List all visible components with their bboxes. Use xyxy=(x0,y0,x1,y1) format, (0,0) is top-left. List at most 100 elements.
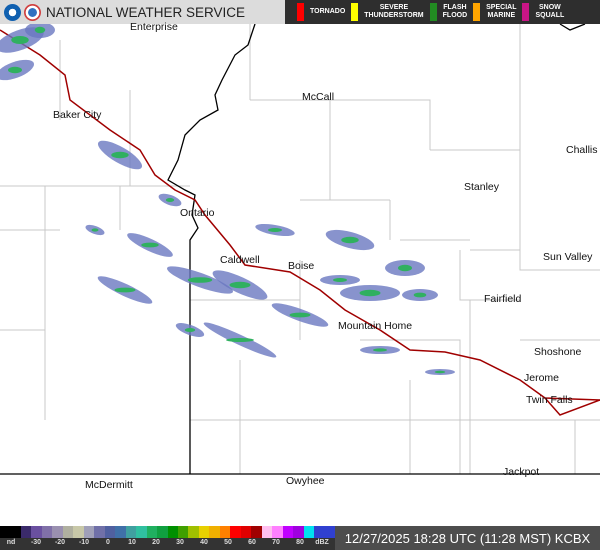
scale-swatch xyxy=(209,526,220,538)
radar-echo-core xyxy=(341,236,359,244)
scale-swatch xyxy=(115,526,126,538)
warning-label: SEVERE THUNDERSTORM xyxy=(364,4,424,19)
scale-label: 80 xyxy=(296,539,304,546)
noaa-logo xyxy=(4,3,21,21)
radar-echo-core xyxy=(114,287,136,293)
city-label: McCall xyxy=(302,91,335,103)
scale-labels: nd -30 -20 -10 0 10 20 30 40 50 60 70 80 dBZ xyxy=(0,538,335,550)
brand: NATIONAL WEATHER SERVICE xyxy=(0,0,285,24)
city-label: Stanley xyxy=(464,181,500,193)
radar-echo-core xyxy=(359,289,381,297)
scale-label: -30 xyxy=(30,539,42,546)
radar-echo-core xyxy=(187,277,213,283)
scale-swatch xyxy=(261,526,273,538)
scale-swatch xyxy=(0,526,11,538)
scale-label: nd xyxy=(6,539,16,546)
scale-swatch xyxy=(73,526,84,538)
warning-legend: TORNADO SEVERE THUNDERSTORM FLASH FLOOD SPE… xyxy=(285,0,600,24)
city-label: Fairfield xyxy=(484,293,522,305)
city-label: Ontario xyxy=(180,207,215,219)
radar-echo-core xyxy=(184,328,196,332)
scale-swatch xyxy=(83,526,95,538)
warning-3: SPECIAL MARINE xyxy=(473,3,516,21)
scale-swatch xyxy=(94,526,105,538)
nws-logo xyxy=(24,3,41,21)
scale-swatch xyxy=(125,526,137,538)
scale-label: 20 xyxy=(152,539,160,546)
warning-swatch xyxy=(429,3,437,21)
scale-label: 40 xyxy=(200,539,208,546)
city-label: Enterprise xyxy=(130,21,178,33)
radar-echo-core xyxy=(333,278,347,282)
scale-swatch xyxy=(177,526,189,538)
color-bar xyxy=(0,526,335,538)
scale-swatch xyxy=(146,526,158,538)
radar-echo-core xyxy=(34,26,46,34)
scale-label: 0 xyxy=(106,539,110,546)
scale-label: 50 xyxy=(224,539,232,546)
warning-4: SNOW SQUALL xyxy=(522,3,564,21)
warning-swatch xyxy=(473,3,481,21)
city-label: Mountain Home xyxy=(338,320,413,332)
scale-swatch xyxy=(251,526,262,538)
city-label: Caldwell xyxy=(220,254,260,266)
scale-label: dBZ xyxy=(315,539,329,546)
scale-label: -20 xyxy=(54,539,66,546)
scale-label: 60 xyxy=(248,539,256,546)
radar-echo-core xyxy=(165,198,175,202)
radar-echo-core xyxy=(229,281,251,289)
scale-swatch xyxy=(198,526,210,538)
radar-echo-core xyxy=(141,242,159,248)
city-label: Challis xyxy=(566,144,598,156)
scale-swatch xyxy=(188,526,199,538)
nws-title: NATIONAL WEATHER SERVICE xyxy=(46,4,246,20)
radar-echo-core xyxy=(373,348,387,352)
scale-swatch xyxy=(157,526,168,538)
warning-2: FLASH FLOOD xyxy=(429,3,468,21)
warning-label: SNOW SQUALL xyxy=(535,4,565,19)
reflectivity-scale: nd -30 -20 -10 0 10 20 30 40 50 60 70 80 dBZ xyxy=(0,526,335,550)
scale-swatch xyxy=(10,526,21,538)
scale-swatch xyxy=(104,526,116,538)
warning-label: SPECIAL MARINE xyxy=(486,4,517,19)
header: NATIONAL WEATHER SERVICE TORNADO SEVERE T… xyxy=(0,0,600,24)
scale-swatch xyxy=(272,526,283,538)
scale-swatch xyxy=(303,526,315,538)
scale-swatch xyxy=(240,526,252,538)
radar-echo-core xyxy=(91,228,99,232)
city-label: Jerome xyxy=(524,372,560,384)
radar-echo-core xyxy=(289,312,311,318)
radar-echo-core xyxy=(226,338,254,342)
city-label: Twin Falls xyxy=(526,394,573,406)
scale-swatch xyxy=(20,526,32,538)
scale-swatch xyxy=(41,526,53,538)
city-label: Jackpot xyxy=(503,466,540,478)
radar-echo-core xyxy=(413,292,427,298)
scale-swatch xyxy=(324,526,335,538)
radar-echo-core xyxy=(11,36,29,44)
scale-swatch xyxy=(219,526,231,538)
warning-swatch xyxy=(522,3,530,21)
warning-1: SEVERE THUNDERSTORM xyxy=(351,3,424,21)
scale-swatch xyxy=(31,526,42,538)
warning-label: TORNADO xyxy=(310,8,346,15)
city-label: Owyhee xyxy=(286,475,325,487)
scale-label: 70 xyxy=(272,539,280,546)
radar-echo-core xyxy=(8,66,22,74)
warning-swatch xyxy=(351,3,359,21)
city-label: Boise xyxy=(288,260,315,272)
warning-0: TORNADO xyxy=(297,3,345,21)
scale-swatch xyxy=(52,526,63,538)
radar-echo-core xyxy=(398,264,412,272)
warning-swatch xyxy=(297,3,304,21)
city-label: McDermitt xyxy=(85,479,133,491)
timestamp: 12/27/2025 18:28 UTC (11:28 MST) KCBX xyxy=(335,526,600,550)
scale-swatch xyxy=(62,526,74,538)
radar-echo-core xyxy=(268,228,282,232)
scale-swatch xyxy=(314,526,325,538)
city-label: Sun Valley xyxy=(543,251,593,263)
warning-label: FLASH FLOOD xyxy=(442,4,468,19)
scale-swatch xyxy=(282,526,294,538)
city-label: Shoshone xyxy=(534,346,582,358)
